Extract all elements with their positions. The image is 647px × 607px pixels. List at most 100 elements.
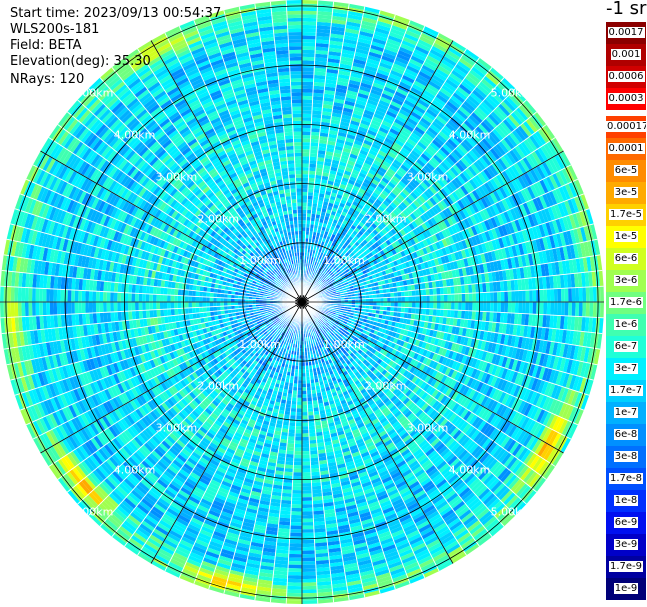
range-gate-cell	[421, 92, 434, 103]
range-gate-cell	[350, 116, 362, 123]
range-gate-cell	[404, 158, 414, 167]
range-gate-cell	[387, 131, 398, 139]
range-gate-cell	[407, 284, 412, 291]
range-gate-cell	[346, 182, 354, 189]
range-gate-cell	[371, 213, 379, 221]
range-gate-cell	[307, 404, 314, 409]
range-gate-cell	[309, 224, 315, 229]
range-gate-cell	[373, 175, 382, 183]
range-gate-cell	[315, 32, 331, 37]
range-gate-cell	[342, 173, 351, 180]
range-gate-cell	[329, 40, 344, 46]
range-gate-cell	[312, 196, 319, 201]
range-gate-cell	[364, 65, 378, 73]
range-gate-cell	[393, 94, 406, 103]
range-gate-cell	[360, 218, 367, 225]
range-gate-cell	[402, 144, 413, 153]
range-gate-cell	[310, 468, 320, 473]
range-gate-cell	[327, 180, 335, 186]
range-gate-cell	[431, 99, 444, 110]
range-gate-cell	[335, 84, 348, 90]
range-gate-cell	[317, 275, 321, 279]
range-gate-cell	[309, 450, 318, 455]
range-gate-cell	[447, 302, 452, 310]
range-gate-cell	[331, 258, 336, 264]
range-gate-cell	[347, 14, 363, 21]
range-gate-cell	[395, 183, 405, 192]
range-gate-cell	[321, 208, 327, 213]
range-gate-cell	[507, 302, 512, 313]
range-gate-cell	[337, 164, 346, 171]
range-gate-cell	[585, 302, 590, 318]
range-gate-cell	[308, 429, 316, 434]
range-gate-cell	[400, 105, 413, 115]
range-gate-cell	[369, 48, 384, 56]
range-gate-cell	[416, 123, 428, 133]
range-gate-cell	[325, 79, 337, 85]
range-gate-cell	[382, 117, 394, 125]
range-gate-cell	[308, 234, 313, 239]
range-gate-cell	[318, 139, 328, 145]
range-gate-cell	[310, 220, 315, 225]
range-gate-cell	[402, 175, 412, 184]
range-gate-cell	[357, 92, 369, 100]
range-gate-cell	[305, 238, 309, 242]
range-gate-cell	[375, 72, 389, 80]
range-gate-cell	[402, 161, 412, 170]
range-gate-cell	[340, 252, 345, 258]
range-gate-cell	[337, 77, 350, 84]
range-gate-cell	[302, 138, 311, 143]
range-gate-cell	[497, 291, 501, 302]
range-gate-cell	[367, 152, 377, 160]
range-gate-cell	[429, 123, 441, 134]
range-gate-cell	[411, 290, 416, 297]
range-gate-cell	[525, 302, 530, 314]
range-gate-cell	[358, 200, 366, 207]
range-gate-cell	[308, 170, 316, 175]
range-gate-cell	[366, 188, 374, 195]
range-gate-cell	[347, 10, 364, 17]
range-gate-cell	[397, 302, 402, 308]
range-gate-cell	[355, 99, 367, 106]
range-gate-cell	[422, 89, 436, 100]
range-gate-cell	[302, 35, 316, 40]
range-gate-cell	[309, 227, 314, 232]
range-gate-cell	[407, 313, 412, 320]
range-gate-cell	[315, 43, 330, 48]
range-gate-cell	[361, 165, 370, 173]
range-gate-cell	[450, 95, 463, 106]
range-gate-cell	[313, 224, 319, 229]
range-gate-cell	[395, 87, 409, 97]
range-gate-cell	[314, 217, 320, 223]
range-gate-cell	[423, 132, 434, 142]
range-gate-cell	[357, 37, 372, 45]
range-gate-cell	[410, 86, 423, 96]
range-gate-cell	[302, 245, 305, 249]
range-gate-cell	[330, 116, 342, 122]
range-gate-cell	[325, 75, 338, 81]
range-gate-cell	[471, 66, 486, 79]
range-gate-cell	[307, 400, 313, 405]
range-gate-cell	[427, 144, 438, 155]
range-gate-cell	[382, 89, 395, 98]
range-gate-cell	[302, 14, 318, 19]
range-gate-cell	[324, 154, 333, 160]
range-gate-cell	[439, 109, 452, 120]
range-gate-cell	[431, 45, 446, 56]
range-gate-cell	[408, 114, 420, 124]
range-gate-cell	[375, 198, 383, 206]
range-gate-cell	[414, 126, 426, 136]
range-gate-cell	[379, 96, 392, 104]
range-gate-cell	[316, 14, 333, 20]
range-gate-cell	[321, 265, 326, 270]
range-gate-cell	[336, 171, 344, 177]
range-gate-cell	[447, 119, 459, 131]
range-gate-cell	[302, 21, 317, 26]
range-gate-cell	[472, 302, 477, 312]
range-gate-cell	[317, 203, 323, 209]
range-gate-cell	[421, 64, 436, 75]
range-gate-cell	[315, 214, 321, 219]
range-gate-cell	[302, 99, 313, 104]
range-gate-cell	[373, 210, 381, 218]
range-gate-cell	[377, 150, 388, 158]
